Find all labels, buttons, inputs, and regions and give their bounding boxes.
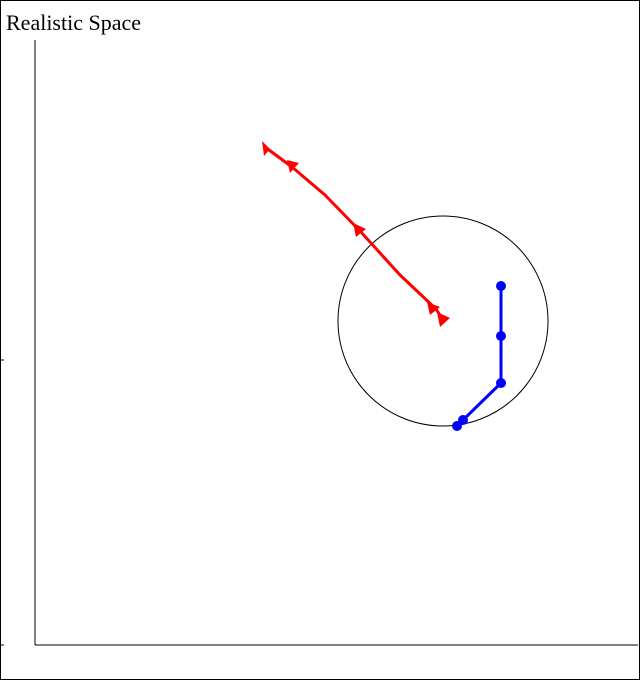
red-trajectory [262, 141, 450, 327]
blue-point-marker [496, 378, 506, 388]
blue-point-marker [452, 421, 462, 431]
blue-point-marker [496, 281, 506, 291]
red-arrow-marker [427, 302, 440, 315]
red-arrow-marker [353, 223, 366, 237]
red-arrow-marker [287, 160, 299, 173]
blue-point-marker [496, 331, 506, 341]
blue-trajectory [452, 281, 506, 431]
plot-title: Realistic Space [6, 10, 142, 35]
target-circle [337, 215, 549, 427]
axes [0, 40, 638, 646]
red-trajectory-line [263, 145, 445, 322]
red-arrow-marker [437, 312, 450, 327]
red-arrow-marker [262, 141, 270, 156]
blue-trajectory-line [455, 284, 503, 428]
